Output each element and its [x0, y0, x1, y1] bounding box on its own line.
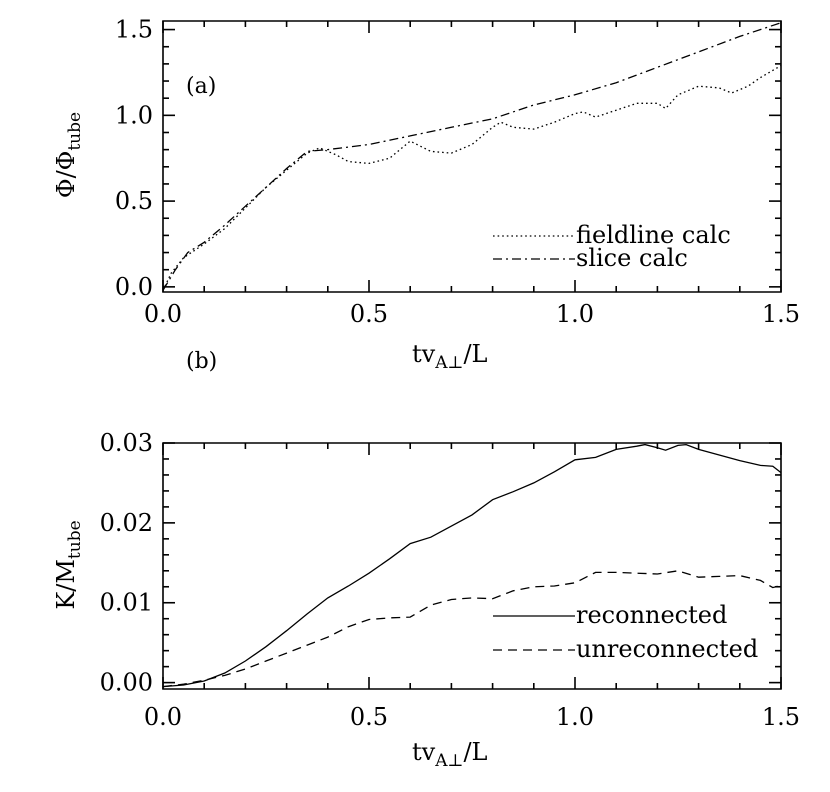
panel-b-ylabel-main: K/M	[52, 559, 80, 610]
panel-a-label: (a)	[186, 74, 216, 99]
panel-a-ytick-label-1: 0.5	[115, 187, 153, 215]
panel-a: 0.0 0.5 1.0 1.5 0.0 0.5 1.0 1.5 (a) fieldline c…	[52, 16, 800, 373]
panel-b-ylabel: K/Mtube	[52, 520, 85, 609]
panel-a-legend-label-0: fieldline calc	[576, 221, 731, 249]
panel-b-xtick-label-0: 0.0	[144, 703, 182, 731]
panel-b-series	[162, 443, 782, 688]
panel-b-ytick-label-0: 0.00	[100, 669, 153, 697]
panel-b-xlabel: tvA⊥/L	[412, 738, 488, 771]
panel-b-ytick-label-1: 0.01	[100, 589, 153, 617]
panel-b-xlabel-main: tv	[412, 738, 436, 766]
panel-a-legend-label-1: slice calc	[576, 244, 688, 272]
panel-a-ticklabels: 0.0 0.5 1.0 1.5 0.0 0.5 1.0 1.5	[115, 16, 800, 328]
panel-b-ylabel-sub: tube	[65, 520, 85, 559]
panel-a-xtick-label-2: 1.0	[556, 300, 594, 328]
panel-a-xlabel-sub: A⊥	[434, 353, 463, 373]
panel-a-ytick-label-0: 0.0	[115, 273, 153, 301]
panel-b-series-unreconnected	[162, 570, 782, 688]
panel-b-legend: reconnected unreconnected	[493, 601, 758, 663]
panel-b-xlabel-tail: /L	[463, 738, 487, 766]
panel-b-label: (b)	[186, 349, 217, 374]
panel-a-ylabel: Φ/Φtube	[52, 112, 85, 198]
panel-b-xtick-label-2: 1.0	[556, 703, 594, 731]
panel-a-frame	[162, 20, 782, 293]
panel-b-xtick-label-1: 0.5	[350, 703, 388, 731]
panel-a-series-fieldline-calc	[162, 65, 782, 291]
panel-b-ticklabels: 0.0 0.5 1.0 1.5 0.00 0.01 0.02 0.03	[100, 429, 801, 731]
panel-a-xlabel-main: tv	[412, 340, 436, 368]
panel-b-ticks	[162, 442, 782, 689]
panel-a-ticks	[162, 21, 782, 292]
panel-a-ylabel-main: Φ/Φ	[52, 151, 80, 198]
panel-a-ylabel-sub: tube	[65, 112, 85, 151]
panel-a-ytick-label-3: 1.5	[115, 16, 153, 44]
panel-b-legend-label-1: unreconnected	[576, 635, 758, 663]
panel-a-xlabel-tail: /L	[463, 340, 487, 368]
panel-a-series-slice-calc	[162, 22, 782, 291]
panel-b-ytick-label-3: 0.03	[100, 429, 153, 457]
panel-a-xtick-label-0: 0.0	[144, 300, 182, 328]
panel-b-xtick-label-3: 1.5	[762, 703, 800, 731]
panel-a-xlabel: tvA⊥/L	[412, 340, 488, 373]
panel-a-xtick-label-3: 1.5	[762, 300, 800, 328]
panel-a-series	[162, 22, 782, 291]
panel-a-ytick-label-2: 1.0	[115, 101, 153, 129]
panel-b-xlabel-sub: A⊥	[434, 751, 463, 771]
panel-b-series-reconnected	[162, 443, 782, 688]
panel-b: 0.0 0.5 1.0 1.5 0.00 0.01 0.02 0.03 (b) reconne…	[52, 349, 800, 771]
panel-a-xtick-label-1: 0.5	[350, 300, 388, 328]
panel-b-ytick-label-2: 0.02	[100, 509, 153, 537]
panel-b-legend-label-0: reconnected	[576, 601, 727, 629]
